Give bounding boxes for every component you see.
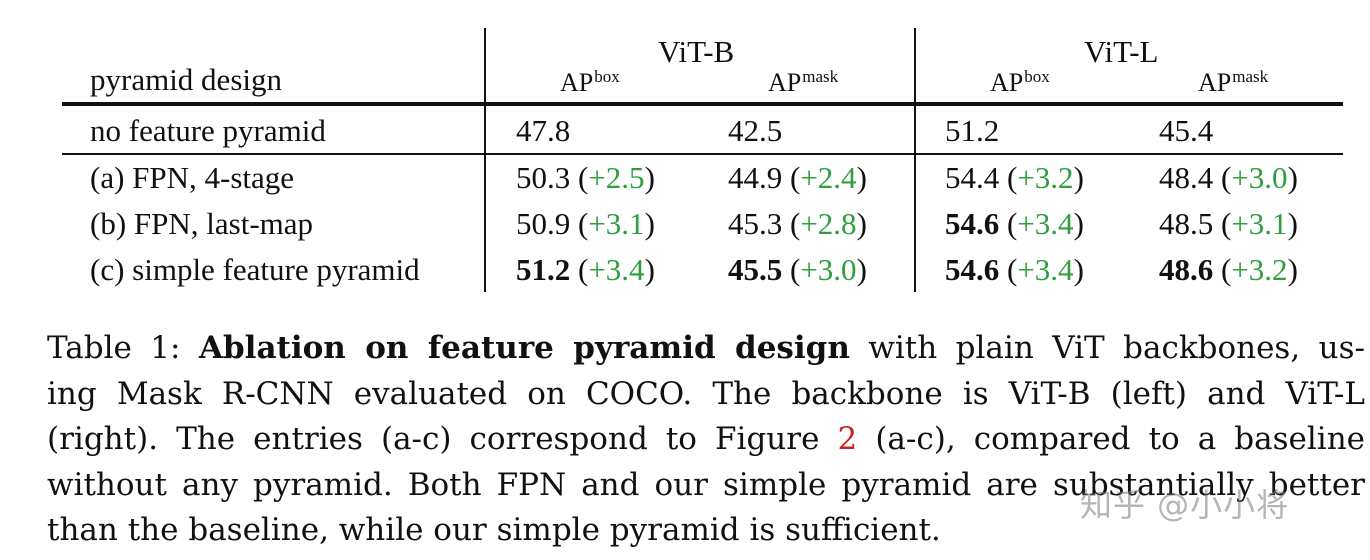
table-cell: 54.6 (+3.4) [945, 206, 1084, 241]
table-cell: 50.9 (+3.1) [516, 206, 655, 241]
table-cell: 44.9 (+2.4) [728, 160, 867, 195]
metric-header-vitl-mask: APmask [1198, 67, 1269, 97]
table-cell: 45.3 (+2.8) [728, 206, 867, 241]
watermark: 知乎 @小小将 [1080, 486, 1290, 524]
caption-line: than the baseline, while our simple pyra… [47, 512, 941, 548]
table-cell: 45.5 (+3.0) [728, 252, 867, 287]
row-label: (c) simple feature pyramid [90, 252, 420, 287]
row-label: (b) FPN, last-map [90, 206, 314, 241]
table-cell: 47.8 [516, 113, 571, 148]
metric-header-vitb-box: APbox [560, 67, 620, 97]
table-cell: 48.4 (+3.0) [1159, 160, 1298, 195]
table-cell: 51.2 (+3.4) [516, 252, 655, 287]
table-cell: 48.5 (+3.1) [1159, 206, 1298, 241]
group-header-vit-b: ViT-B [658, 34, 735, 69]
group-header-vit-l: ViT-L [1084, 34, 1159, 69]
table-caption: Table 1: Ablation on feature pyramid des… [47, 326, 1365, 554]
row-header-label: pyramid design [90, 62, 282, 97]
ablation-table: pyramid design ViT-B ViT-L APbox APmask … [62, 28, 1343, 294]
table-cell: 45.4 [1159, 113, 1214, 148]
column-separator-left [484, 28, 486, 292]
metric-header-vitb-mask: APmask [768, 67, 839, 97]
row-label: (a) FPN, 4-stage [90, 160, 295, 195]
caption-line: Table 1: Ablation on feature pyramid des… [47, 330, 1365, 366]
column-separator-right [914, 28, 916, 292]
table-cell: 54.6 (+3.4) [945, 252, 1084, 287]
caption-line: without any pyramid. Both FPN and our si… [47, 466, 1365, 503]
caption-line: (right). The entries (a-c) correspond to… [47, 421, 1366, 457]
table-cell: 48.6 (+3.2) [1159, 252, 1298, 287]
table-cell: 50.3 (+2.5) [516, 160, 655, 195]
table-cell: 54.4 (+3.2) [945, 160, 1084, 195]
table-cell: 42.5 [728, 113, 783, 148]
metric-header-vitl-box: APbox [990, 67, 1050, 97]
table-cell: 51.2 [945, 113, 1000, 148]
row-label: no feature pyramid [90, 113, 326, 148]
header-rule [62, 102, 1343, 106]
baseline-rule [62, 153, 1343, 155]
caption-line: ing Mask R-CNN evaluated on COCO. The ba… [47, 375, 1365, 412]
figure-reference-link[interactable]: 2 [837, 421, 858, 457]
